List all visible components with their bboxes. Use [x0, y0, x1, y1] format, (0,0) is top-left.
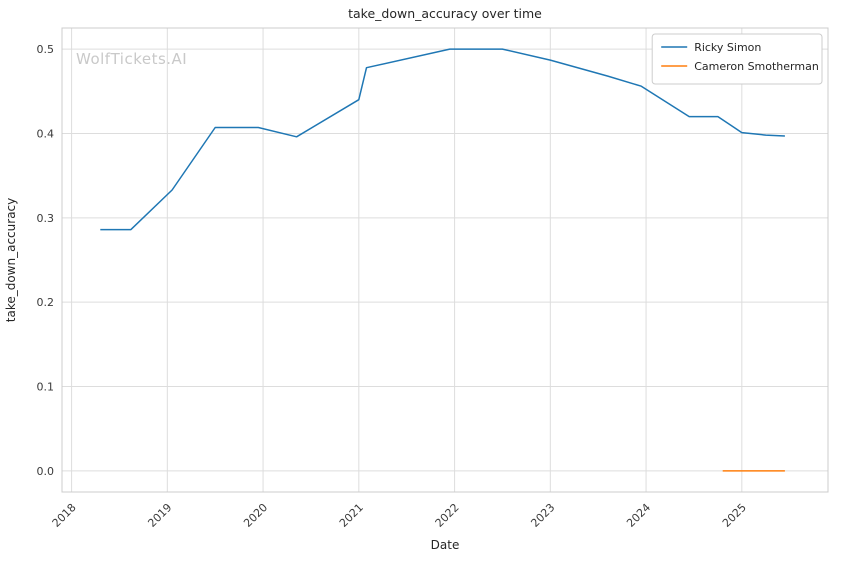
x-tick-label: 2020 [241, 501, 270, 530]
x-tick-label: 2018 [50, 501, 79, 530]
y-tick-label: 0.2 [37, 296, 55, 309]
y-tick-label: 0.5 [37, 43, 55, 56]
y-tick-label: 0.3 [37, 212, 55, 225]
y-tick-label: 0.4 [37, 127, 55, 140]
y-axis-label: take_down_accuracy [4, 198, 18, 322]
watermark: WolfTickets.AI [76, 50, 188, 68]
plot-border [61, 27, 829, 493]
plot-area [62, 28, 828, 492]
x-tick-label: 2024 [624, 501, 653, 530]
y-tick-label: 0.0 [37, 465, 55, 478]
x-tick-label: 2022 [433, 501, 462, 530]
x-tick-label: 2021 [337, 501, 366, 530]
legend-label-0: Ricky Simon [694, 41, 761, 54]
series-line-0 [100, 48, 785, 231]
x-axis-label: Date [431, 538, 460, 552]
chart-title: take_down_accuracy over time [348, 6, 542, 21]
legend-box [651, 33, 823, 85]
x-tick-label: 2023 [528, 501, 557, 530]
y-tick-label: 0.1 [37, 381, 55, 394]
x-tick-label: 2019 [145, 501, 174, 530]
legend-label-1: Cameron Smotherman [694, 60, 819, 73]
x-tick-label: 2025 [720, 501, 749, 530]
